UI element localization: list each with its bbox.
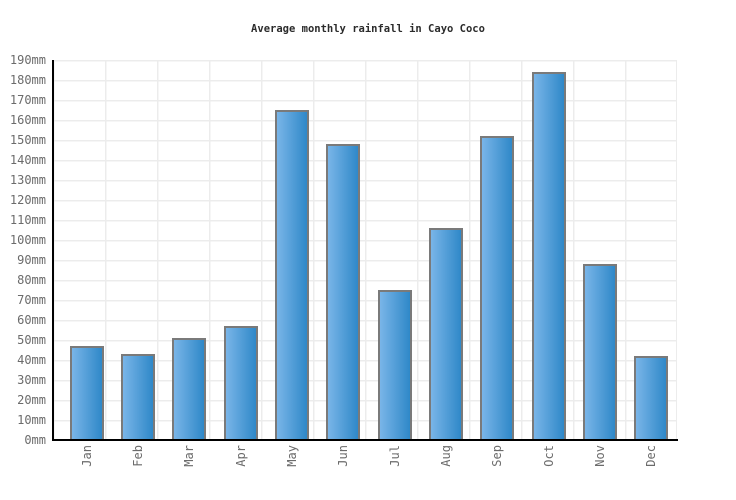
bar-aug: [428, 228, 463, 440]
y-axis-label: 160mm: [9, 113, 46, 127]
x-axis-label: Feb: [130, 445, 145, 467]
y-axis-label: 90mm: [17, 253, 46, 267]
x-label-slot: Oct: [523, 445, 574, 490]
x-label-slot: Dec: [626, 445, 677, 490]
x-label-slot: Mar: [164, 445, 215, 490]
y-axis-labels: 0mm 10mm 20mm 30mm 40mm 50mm 60mm 70mm 80mm 90mm 1…: [0, 53, 46, 447]
bar-dec: [634, 356, 669, 440]
x-axis-label: Dec: [644, 445, 659, 467]
bar-slot-apr: [215, 326, 266, 440]
y-axis-label: 180mm: [9, 73, 46, 87]
bar-nov: [582, 264, 617, 440]
bar-slot-nov: [574, 264, 625, 440]
y-axis-line: [52, 60, 54, 441]
y-axis-label: 110mm: [9, 213, 46, 227]
y-axis-label: 80mm: [17, 273, 46, 287]
y-axis-label: 100mm: [9, 233, 46, 247]
y-axis-label: 0mm: [24, 433, 46, 447]
y-axis-label: 60mm: [17, 313, 46, 327]
x-label-slot: Jul: [369, 445, 420, 490]
bar-slot-mar: [164, 338, 215, 440]
bar-feb: [120, 354, 155, 440]
bar-slot-jun: [318, 144, 369, 440]
x-axis-labels: Jan Feb Mar Apr May Jun Jul Aug Sep Oct Nov Dec: [53, 445, 677, 490]
bar-oct: [531, 72, 566, 440]
x-axis-label: Sep: [490, 445, 505, 467]
bar-slot-feb: [112, 354, 163, 440]
bar-slot-jan: [61, 346, 112, 440]
x-label-slot: Jun: [318, 445, 369, 490]
y-axis-label: 140mm: [9, 153, 46, 167]
y-axis-label: 40mm: [17, 353, 46, 367]
y-axis-label: 170mm: [9, 93, 46, 107]
bar-slot-aug: [420, 228, 471, 440]
bar-jun: [326, 144, 361, 440]
x-label-slot: Sep: [472, 445, 523, 490]
bar-slot-dec: [626, 356, 677, 440]
x-axis-label: Apr: [233, 445, 248, 467]
x-axis-line: [52, 439, 678, 441]
x-label-slot: May: [266, 445, 317, 490]
bar-sep: [480, 136, 515, 440]
bar-slot-oct: [523, 72, 574, 440]
y-axis-label: 20mm: [17, 393, 46, 407]
x-label-slot: Aug: [420, 445, 471, 490]
bar-jan: [69, 346, 104, 440]
x-label-slot: Nov: [574, 445, 625, 490]
bar-slot-sep: [472, 136, 523, 440]
bar-mar: [172, 338, 207, 440]
x-axis-label: Nov: [592, 445, 607, 467]
x-axis-label: Jul: [387, 445, 402, 467]
x-label-slot: Apr: [215, 445, 266, 490]
x-axis-label: Aug: [438, 445, 453, 467]
y-axis-label: 190mm: [9, 53, 46, 67]
x-axis-label: Oct: [541, 445, 556, 467]
y-axis-label: 130mm: [9, 173, 46, 187]
y-axis-label: 10mm: [17, 413, 46, 427]
bar-slot-jul: [369, 290, 420, 440]
bar-may: [274, 110, 309, 440]
y-axis-label: 150mm: [9, 133, 46, 147]
bar-apr: [223, 326, 258, 440]
y-axis-label: 70mm: [17, 293, 46, 307]
x-axis-label: Mar: [182, 445, 197, 467]
y-axis-label: 50mm: [17, 333, 46, 347]
x-label-slot: Jan: [61, 445, 112, 490]
chart-title: Average monthly rainfall in Cayo Coco: [251, 23, 485, 35]
y-axis-label: 30mm: [17, 373, 46, 387]
x-axis-label: May: [284, 445, 299, 467]
bars-container: [53, 60, 677, 440]
x-label-slot: Feb: [112, 445, 163, 490]
plot-grid: [53, 60, 677, 440]
x-axis-label: Jan: [79, 445, 94, 467]
bar-slot-may: [266, 110, 317, 440]
x-axis-label: Jun: [336, 445, 351, 467]
y-axis-label: 120mm: [9, 193, 46, 207]
bar-jul: [377, 290, 412, 440]
